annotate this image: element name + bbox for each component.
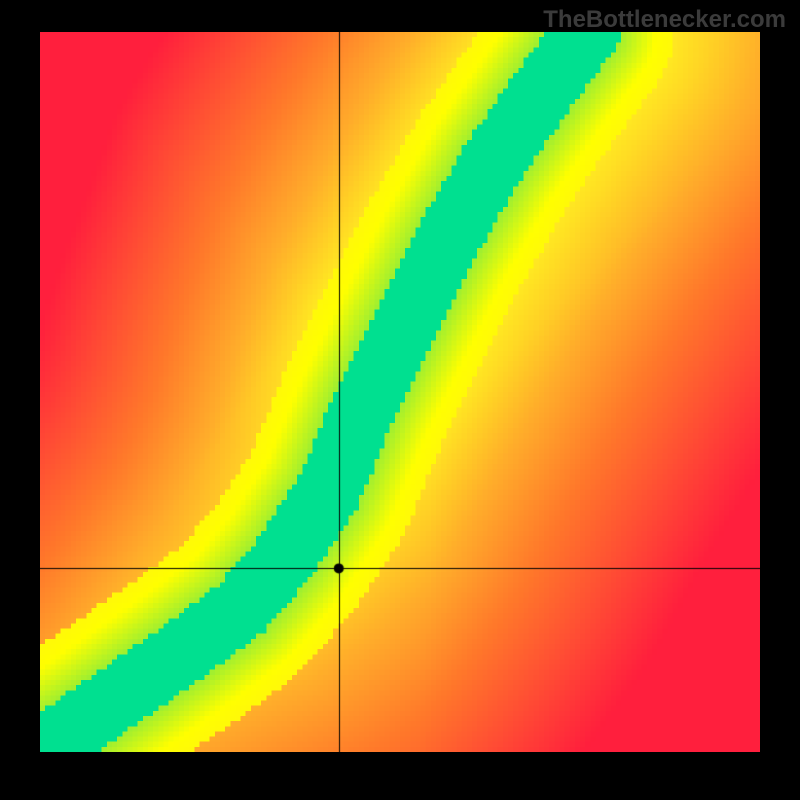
figure-root: TheBottlenecker.com: [0, 0, 800, 800]
crosshair-overlay: [40, 32, 760, 752]
watermark-text: TheBottlenecker.com: [543, 6, 786, 34]
